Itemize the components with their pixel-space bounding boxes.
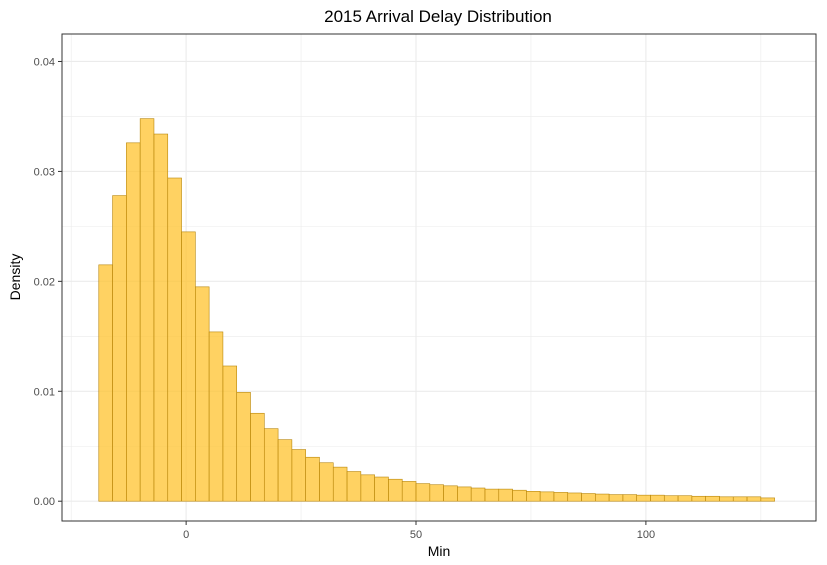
histogram-bar — [732, 496, 748, 502]
histogram-bar — [622, 494, 637, 502]
histogram-bar — [126, 142, 141, 502]
histogram-bar — [650, 494, 665, 502]
histogram-bar — [195, 286, 210, 502]
histogram-bar — [567, 492, 582, 502]
histogram-bar — [319, 462, 334, 502]
histogram-bar — [236, 392, 251, 502]
histogram-bar — [388, 478, 403, 502]
histogram-bar — [305, 456, 320, 502]
histogram-bar — [277, 439, 293, 502]
histogram-bar — [443, 485, 458, 502]
histogram-bar — [250, 412, 265, 502]
histogram-bar — [263, 428, 279, 502]
histogram-bar — [429, 484, 444, 502]
histogram-bar — [457, 486, 472, 502]
histogram-bar — [677, 495, 693, 502]
chart-title: 2015 Arrival Delay Distribution — [324, 7, 552, 26]
histogram-bar — [415, 483, 431, 502]
histogram-bar — [484, 488, 500, 502]
histogram-bar — [346, 471, 362, 502]
histogram-bar — [581, 493, 596, 502]
histogram-bar — [526, 491, 541, 502]
histogram-bar — [153, 133, 169, 502]
histogram-bar — [636, 494, 651, 502]
panel-border — [61, 33, 817, 522]
histogram-bar — [401, 481, 417, 502]
x-axis-title: Min — [428, 543, 451, 559]
histogram-bar — [167, 177, 182, 502]
histogram-bar — [332, 466, 348, 502]
y-tick-label: 0.01 — [34, 386, 55, 398]
histogram-bar — [360, 474, 375, 502]
y-tick-label: 0.02 — [34, 276, 55, 288]
histogram-bar — [719, 496, 734, 502]
x-tick-label: 100 — [637, 529, 655, 541]
histogram-bar — [470, 487, 486, 502]
histogram-bar — [208, 331, 224, 502]
histogram-bar — [139, 118, 155, 502]
y-tick-label: 0.03 — [34, 166, 55, 178]
x-tick-label: 50 — [410, 529, 422, 541]
y-tick-label: 0.00 — [34, 496, 55, 508]
histogram-bar — [760, 497, 775, 502]
histogram-bar — [595, 493, 610, 502]
histogram-bars — [98, 118, 775, 502]
histogram-bar — [112, 195, 127, 502]
histogram-bar — [746, 496, 762, 502]
histogram-bar — [374, 476, 389, 502]
y-axis-title: Density — [7, 254, 23, 301]
histogram-bar — [553, 492, 569, 502]
axes: 0 50 100 0.00 0.01 0.02 0.03 0.04 — [34, 56, 655, 541]
histogram-bar — [512, 489, 527, 502]
histogram-bar — [222, 365, 238, 502]
histogram-bar — [291, 449, 306, 502]
histogram-bar — [181, 231, 196, 502]
histogram-bar — [498, 488, 513, 502]
histogram-bar — [663, 495, 679, 502]
histogram-bar — [98, 264, 113, 502]
y-tick-label: 0.04 — [34, 56, 55, 68]
x-tick-label: 0 — [183, 529, 189, 541]
histogram-bar — [608, 494, 624, 502]
histogram-bar — [691, 495, 706, 502]
histogram-bar — [539, 491, 555, 502]
histogram-bar — [705, 495, 720, 502]
